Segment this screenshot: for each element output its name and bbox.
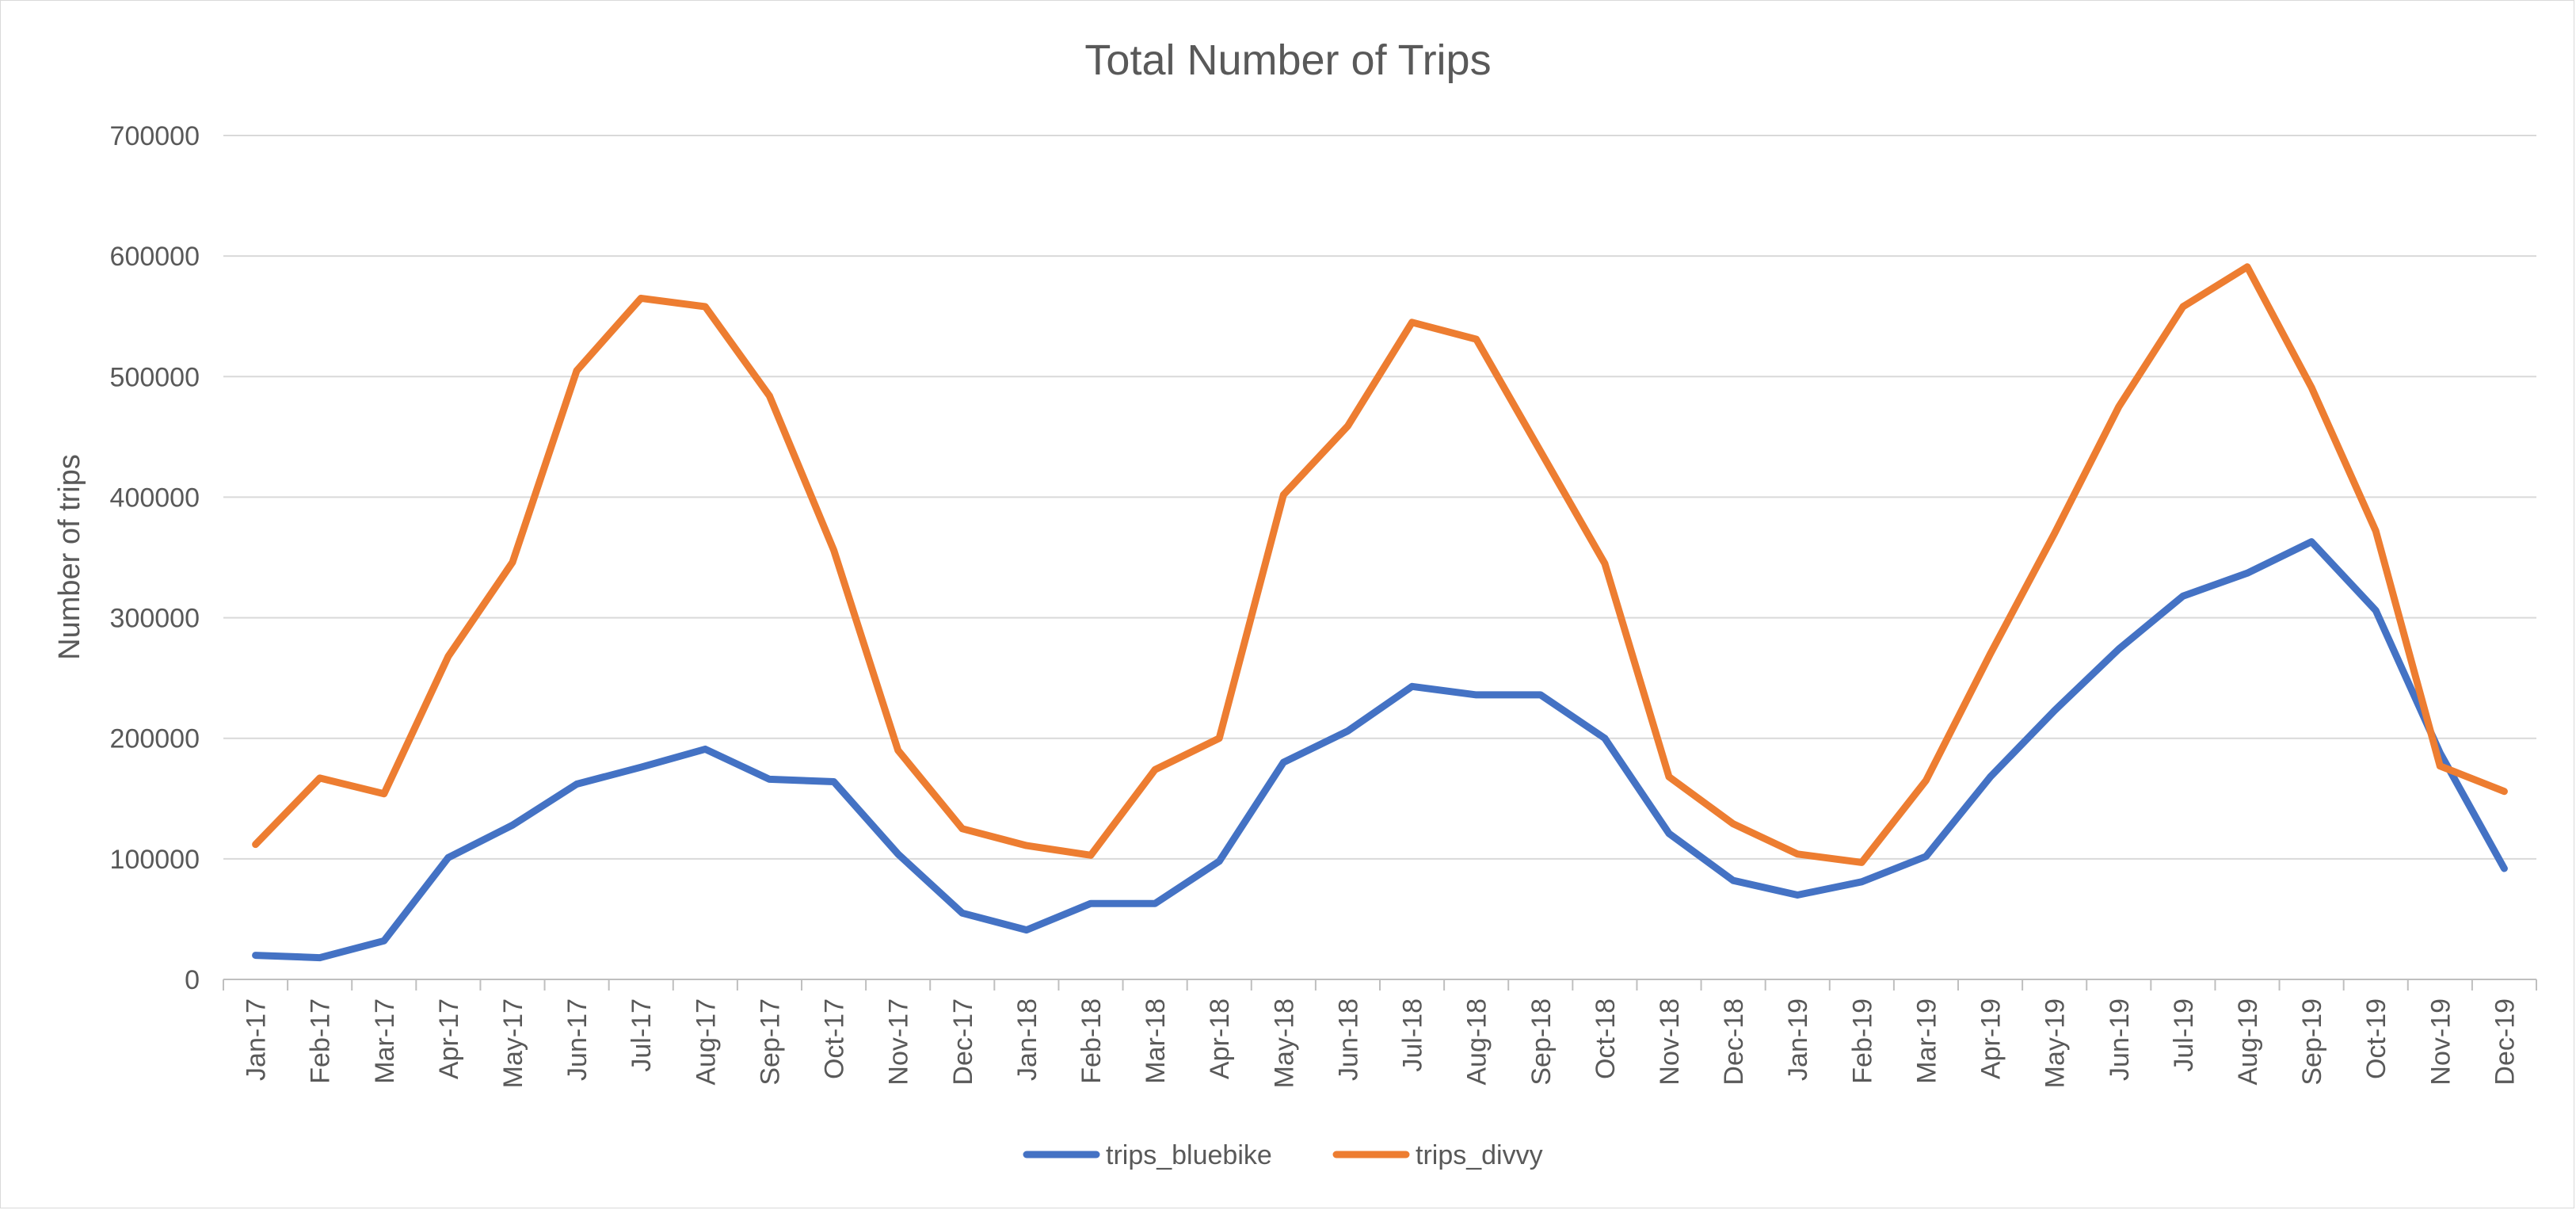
x-tick-label: Dec-17 xyxy=(948,998,978,1086)
x-tick-label: Mar-18 xyxy=(1141,998,1171,1084)
y-tick-label: 400000 xyxy=(110,483,200,513)
x-tick-label: Sep-18 xyxy=(1526,998,1557,1086)
x-tick-label: Oct-19 xyxy=(2361,998,2391,1079)
x-tick-label: Apr-19 xyxy=(1976,998,2006,1079)
x-tick-label: Dec-18 xyxy=(1719,998,1749,1086)
x-tick-label: Jan-19 xyxy=(1783,998,1813,1081)
x-tick-label: Aug-18 xyxy=(1462,998,1492,1086)
x-tick-label: Jul-17 xyxy=(627,998,657,1072)
y-tick-label: 0 xyxy=(185,965,200,995)
x-tick-label: Nov-19 xyxy=(2425,998,2456,1086)
x-tick-label: Jun-19 xyxy=(2105,998,2135,1081)
x-tick-label: Feb-18 xyxy=(1077,998,1107,1084)
legend-label: trips_divvy xyxy=(1416,1140,1543,1170)
axes xyxy=(223,979,2537,991)
x-tick-label: Dec-19 xyxy=(2490,998,2520,1086)
x-tick-label: Jun-18 xyxy=(1333,998,1363,1081)
x-tick-label: Sep-19 xyxy=(2297,998,2327,1086)
gridlines xyxy=(223,135,2536,860)
y-axis-title: Number of trips xyxy=(53,454,86,660)
legend: trips_bluebike trips_divvy xyxy=(1023,1140,1543,1170)
x-tick-label: Sep-17 xyxy=(755,998,785,1086)
x-tick-label: Feb-17 xyxy=(306,998,336,1084)
y-tick-label: 300000 xyxy=(110,604,200,634)
x-tick-label: Feb-19 xyxy=(1847,998,1877,1084)
y-tick-label: 200000 xyxy=(110,724,200,754)
x-tick-label: May-19 xyxy=(2041,998,2071,1088)
x-tick-label: May-17 xyxy=(498,998,528,1088)
x-tick-label: Jul-19 xyxy=(2169,998,2199,1072)
series-line-trips_bluebike xyxy=(252,538,2508,962)
legend-label: trips_bluebike xyxy=(1106,1140,1272,1170)
y-tick-labels: 0 100000 200000 300000 400000 500000 600000 700… xyxy=(110,121,200,995)
x-tick-label: Apr-17 xyxy=(434,998,464,1079)
x-tick-label: Apr-18 xyxy=(1205,998,1235,1079)
x-tick-label: Jan-17 xyxy=(242,998,272,1081)
x-tick-label: Aug-19 xyxy=(2233,998,2263,1086)
x-tick-labels: Jan-17 Feb-17 Mar-17 Apr-17 May-17 Jun-17 Jul-… xyxy=(242,998,2521,1088)
x-tick-label: Jul-18 xyxy=(1398,998,1428,1072)
x-tick-label: May-18 xyxy=(1269,998,1299,1088)
x-tick-label: Oct-18 xyxy=(1591,998,1621,1079)
series-line-trips_divvy xyxy=(252,263,2508,866)
x-tick-label: Mar-17 xyxy=(370,998,400,1084)
x-tick-label: Aug-17 xyxy=(691,998,721,1086)
y-tick-label: 600000 xyxy=(110,242,200,272)
series-lines xyxy=(252,263,2508,962)
x-tick-label: Oct-17 xyxy=(820,998,850,1079)
y-tick-label: 500000 xyxy=(110,362,200,392)
x-tick-label: Jun-17 xyxy=(562,998,593,1081)
y-tick-label: 100000 xyxy=(110,845,200,875)
y-tick-label: 700000 xyxy=(110,121,200,151)
x-tick-label: Jan-18 xyxy=(1012,998,1042,1081)
x-tick-label: Nov-17 xyxy=(884,998,914,1086)
chart-title: Total Number of Trips xyxy=(1084,36,1491,84)
x-tick-label: Mar-19 xyxy=(1911,998,1942,1084)
x-tick-label: Nov-18 xyxy=(1655,998,1685,1086)
